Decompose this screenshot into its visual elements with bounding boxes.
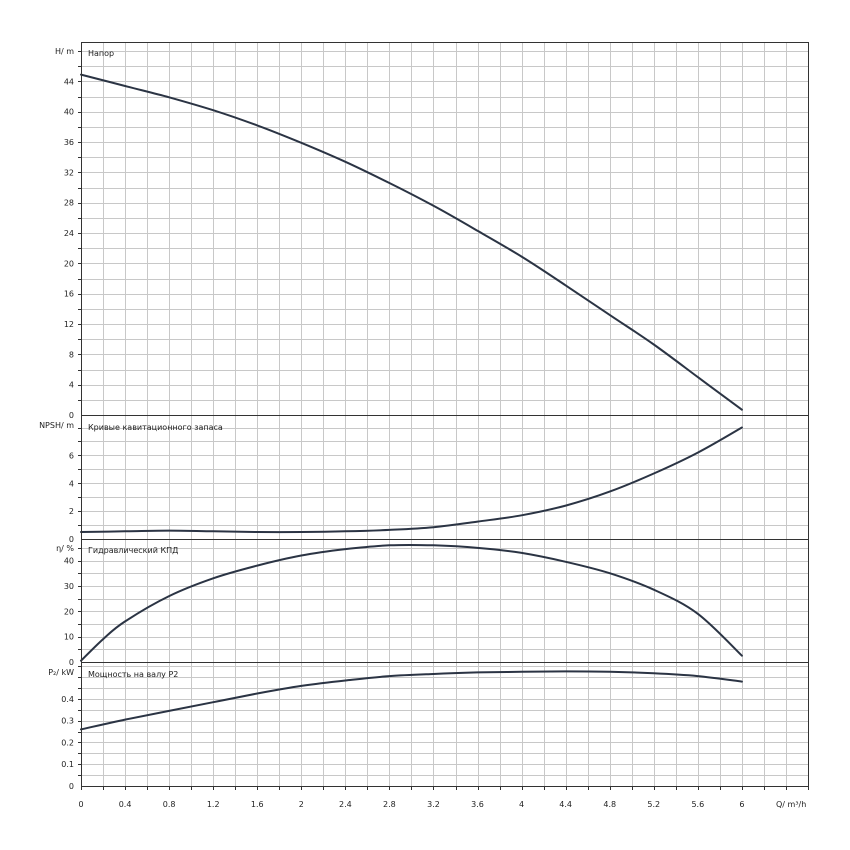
head-panel-frame [81,42,809,416]
x-tick-label: 2.4 [339,800,352,809]
y-tick-label: 40 [64,557,74,566]
y-tick-label: 10 [64,633,74,642]
curve-layer [80,73,743,731]
head-curve [80,73,743,411]
efficiency-curve [80,543,743,662]
npsh-axis-unit: NPSH/ m [39,421,74,430]
npsh-panel-title: Кривые кавитационного запаса [88,423,223,432]
y-tick-label: 0 [69,411,74,420]
grid-layer [81,42,809,786]
x-tick-label: 2.8 [383,800,396,809]
y-tick-label: 20 [64,259,74,268]
x-tick-label: 4 [519,800,524,809]
y-tick-label: 16 [64,290,74,299]
npsh-panel-frame [81,415,809,540]
y-tick-label: 4 [69,381,74,390]
efficiency-axis-unit: η/ % [56,544,74,553]
y-tick-label: 0 [69,782,74,791]
y-tick-label: 6 [69,451,74,460]
x-tick-label: 6 [739,800,744,809]
y-tick-label: 2 [69,507,74,516]
y-tick-label: 32 [64,168,74,177]
y-tick-label: 0 [69,535,74,544]
y-tick-label: 0.4 [61,695,74,704]
y-tick-label: 44 [64,77,74,86]
y-tick-label: 0.3 [61,717,74,726]
efficiency-panel-frame [81,539,809,663]
y-tick-label: 24 [64,229,74,238]
x-tick-label: 5.6 [691,800,704,809]
y-tick-label: 12 [64,320,74,329]
y-tick-label: 0.1 [61,760,74,769]
y-tick-label: 28 [64,199,74,208]
x-tick-label: 0 [78,800,83,809]
y-tick-label: 30 [64,582,74,591]
x-tick-label: 0.8 [163,800,176,809]
x-tick-label: 2 [299,800,304,809]
x-tick-label: 4.8 [603,800,616,809]
y-tick-label: 0.2 [61,738,74,747]
y-tick-label: 36 [64,138,74,147]
x-tick-label: 3.2 [427,800,440,809]
y-tick-label: 8 [69,350,74,359]
power-panel-title: Мощность на валу P2 [88,670,178,679]
npsh-curve [80,426,743,534]
y-tick-label: 40 [64,108,74,117]
power-panel-frame [81,662,809,787]
y-tick-label: 0 [69,658,74,667]
efficiency-panel-title: Гидравлический КПД [88,546,178,555]
axis-layer [78,42,809,790]
x-tick-label: 4.4 [559,800,572,809]
power-curve [80,670,743,731]
x-axis-unit: Q/ m³/h [776,800,806,809]
x-tick-label: 1.6 [251,800,264,809]
head-panel-title: Напор [88,49,114,58]
head-axis-unit: H/ m [55,47,74,56]
x-tick-label: 5.2 [647,800,660,809]
x-tick-label: 1.2 [207,800,220,809]
x-tick-label: 0.4 [119,800,132,809]
y-tick-label: 20 [64,607,74,616]
y-tick-label: 4 [69,479,74,488]
label-layer: Напор Кривые кавитационного запаса Гидра… [39,47,806,809]
power-axis-unit: P₂/ kW [48,668,74,677]
x-tick-label: 3.6 [471,800,484,809]
